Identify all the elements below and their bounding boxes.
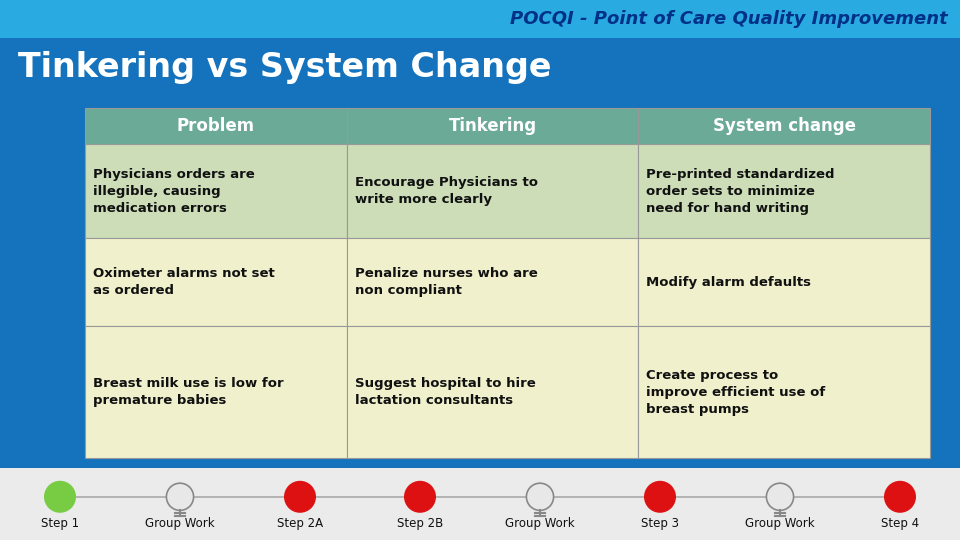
Text: Modify alarm defaults: Modify alarm defaults <box>646 275 811 289</box>
Text: Suggest hospital to hire
lactation consultants: Suggest hospital to hire lactation consu… <box>355 377 536 407</box>
Bar <box>638 144 930 238</box>
Circle shape <box>526 483 554 510</box>
Text: Group Work: Group Work <box>505 517 575 530</box>
Text: Step 2B: Step 2B <box>396 517 444 530</box>
Bar <box>638 108 930 144</box>
Text: System change: System change <box>712 117 855 135</box>
Bar <box>347 144 638 238</box>
Bar <box>347 326 638 458</box>
Text: Group Work: Group Work <box>745 517 815 530</box>
Text: Create process to
improve efficient use of
breast pumps: Create process to improve efficient use … <box>646 369 826 416</box>
Bar <box>85 108 347 144</box>
Bar <box>347 238 638 326</box>
Circle shape <box>404 481 436 513</box>
Text: Tinkering: Tinkering <box>448 117 537 135</box>
Bar <box>0 0 960 38</box>
Bar <box>85 144 347 238</box>
Bar <box>0 468 960 540</box>
Text: POCQI - Point of Care Quality Improvement: POCQI - Point of Care Quality Improvemen… <box>511 10 948 28</box>
Bar <box>638 238 930 326</box>
Text: Oximeter alarms not set
as ordered: Oximeter alarms not set as ordered <box>93 267 275 297</box>
Circle shape <box>766 483 794 510</box>
Bar <box>85 326 347 458</box>
Text: Breast milk use is low for
premature babies: Breast milk use is low for premature bab… <box>93 377 283 407</box>
Text: Pre-printed standardized
order sets to minimize
need for hand writing: Pre-printed standardized order sets to m… <box>646 167 835 214</box>
Circle shape <box>166 483 194 510</box>
Text: Problem: Problem <box>177 117 255 135</box>
Circle shape <box>284 481 316 513</box>
Bar <box>347 108 638 144</box>
Bar <box>0 38 960 96</box>
Circle shape <box>884 481 916 513</box>
Text: Group Work: Group Work <box>145 517 215 530</box>
Text: Step 2A: Step 2A <box>276 517 324 530</box>
Text: Encourage Physicians to
write more clearly: Encourage Physicians to write more clear… <box>355 176 538 206</box>
Text: Step 1: Step 1 <box>41 517 79 530</box>
Text: Penalize nurses who are
non compliant: Penalize nurses who are non compliant <box>355 267 538 297</box>
Bar <box>638 326 930 458</box>
Text: Tinkering vs System Change: Tinkering vs System Change <box>18 51 551 84</box>
Text: Step 3: Step 3 <box>641 517 679 530</box>
Bar <box>85 238 347 326</box>
Text: Physicians orders are
illegible, causing
medication errors: Physicians orders are illegible, causing… <box>93 167 254 214</box>
Text: Step 4: Step 4 <box>881 517 919 530</box>
Circle shape <box>44 481 76 513</box>
Circle shape <box>644 481 676 513</box>
